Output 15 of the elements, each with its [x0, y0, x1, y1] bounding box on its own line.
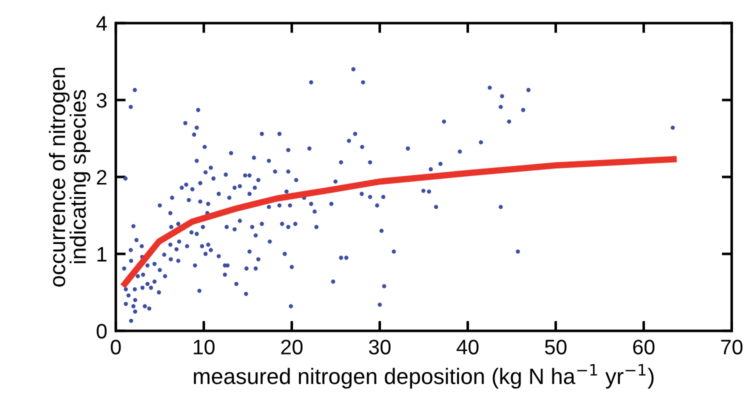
x-tick-label: 60 — [633, 340, 654, 354]
x-axis-title: measured nitrogen deposition (kg N ha$^{−1}$ yr$^{−1}$) — [194, 364, 654, 389]
y-tick-label: 3 — [96, 93, 107, 108]
y-tick-label: 2 — [96, 170, 106, 185]
x-tick-label: 30 — [368, 340, 391, 354]
y-axis-title: occurrence of nitrogen indicating species — [48, 68, 90, 287]
x-tick-label: 0 — [110, 340, 121, 354]
y-tick-label: 0 — [96, 324, 107, 339]
x-tick-label: 40 — [456, 340, 479, 354]
y-tick-label: 1 — [97, 247, 106, 262]
x-tick-label: 70 — [721, 340, 742, 354]
x-tick-label: 20 — [281, 340, 303, 354]
x-tick-label: 10 — [194, 340, 215, 354]
x-tick-label: 50 — [544, 340, 566, 354]
y-tick-label: 4 — [96, 16, 107, 31]
